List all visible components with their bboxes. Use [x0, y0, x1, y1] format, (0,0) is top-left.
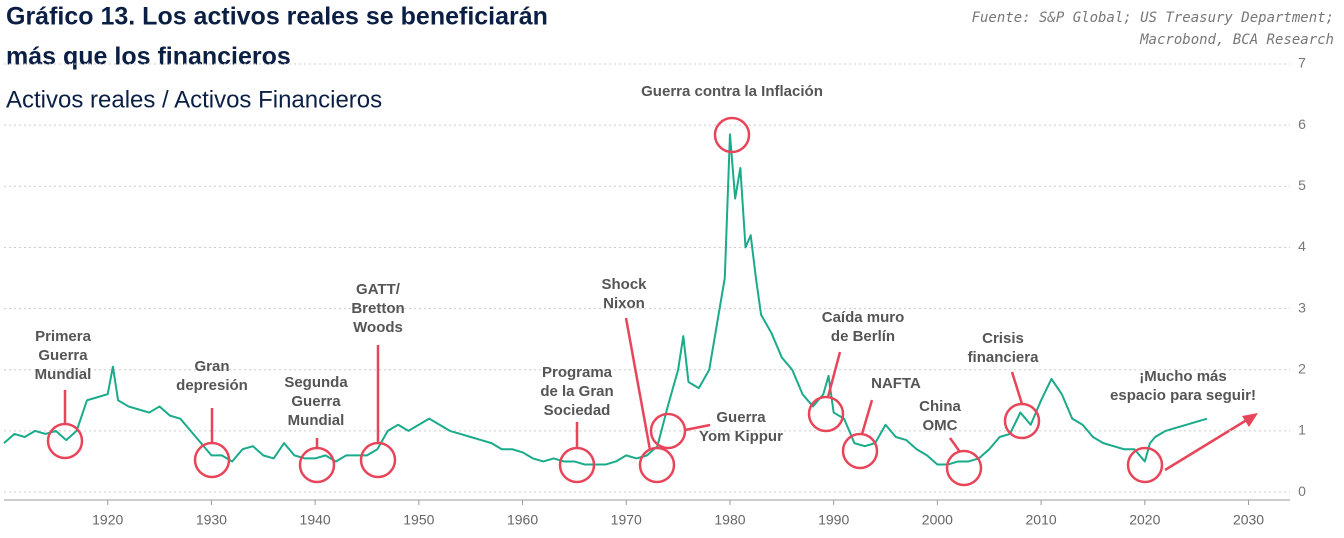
- y-tick-label: 4: [1298, 238, 1306, 254]
- y-tick-label: 2: [1298, 360, 1306, 376]
- x-tick-label: 1940: [300, 512, 331, 528]
- highlight-circle: [558, 446, 596, 484]
- highlight-circle: [807, 395, 845, 433]
- chart-title: Gráfico 13. Los activos reales se benefi…: [6, 3, 548, 31]
- highlight-circle: [1003, 402, 1041, 440]
- annotation: depresión: [176, 377, 248, 394]
- x-tick-label: 2030: [1233, 512, 1264, 528]
- annotation: Guerra: [716, 409, 766, 426]
- x-tick-label: 2000: [922, 512, 953, 528]
- annotation: Crisis: [982, 330, 1024, 347]
- x-tick-label: 1960: [507, 512, 538, 528]
- y-tick-label: 0: [1298, 483, 1306, 499]
- annotation: espacio para seguir!: [1110, 387, 1256, 404]
- highlight-circle: [638, 446, 676, 484]
- x-tick-label: 1930: [196, 512, 227, 528]
- highlight-circle: [1126, 446, 1164, 484]
- x-tick-label: 1970: [611, 512, 642, 528]
- highlight-circle: [841, 432, 879, 470]
- annotation: Guerra: [38, 347, 88, 364]
- leader-line: [1010, 371, 1024, 405]
- annotation: Shock: [601, 276, 647, 293]
- x-tick-label: 1990: [818, 512, 849, 528]
- x-tick-label: 2010: [1026, 512, 1057, 528]
- y-tick-label: 7: [1298, 55, 1306, 71]
- leader-line: [624, 317, 652, 451]
- source: Macrobond, BCA Research: [1139, 32, 1334, 48]
- annotation: OMC: [923, 417, 958, 434]
- annotation: Mundial: [288, 412, 345, 429]
- annotation: Sociedad: [544, 402, 611, 419]
- annotation: Guerra contra la Inflación: [641, 83, 823, 100]
- annotation: financiera: [968, 349, 1040, 366]
- highlight-circle: [193, 441, 231, 479]
- annotation: Mundial: [35, 366, 92, 383]
- y-tick-label: 3: [1298, 299, 1306, 315]
- leader-line: [948, 437, 962, 453]
- annotation: Yom Kippur: [699, 428, 783, 445]
- chart-subtitle: Activos reales / Activos Financieros: [6, 86, 382, 113]
- annotation: Primera: [35, 328, 92, 345]
- source: Fuente: S&P Global; US Treasury Departme…: [972, 10, 1334, 26]
- annotation: NAFTA: [871, 375, 921, 392]
- chart-title: más que los financieros: [6, 43, 291, 71]
- arrow: [1164, 416, 1251, 472]
- leader-line: [860, 399, 874, 435]
- annotation: de la Gran: [540, 383, 613, 400]
- highlight-circle: [298, 446, 336, 484]
- y-tick-label: 5: [1298, 177, 1306, 193]
- x-tick-label: 1920: [92, 512, 123, 528]
- x-tick-label: 1950: [403, 512, 434, 528]
- highlight-circle: [46, 422, 84, 460]
- annotation: Programa: [542, 364, 613, 381]
- leader-line: [684, 423, 711, 432]
- annotation: Guerra: [291, 393, 341, 410]
- y-tick-label: 6: [1298, 116, 1306, 132]
- annotation: de Berlín: [831, 328, 895, 345]
- leader-line: [826, 351, 842, 398]
- annotation: Nixon: [603, 295, 645, 312]
- highlight-circle: [945, 449, 983, 487]
- annotation: Gran: [194, 358, 229, 375]
- data-line: [3, 133, 1208, 466]
- x-tick-label: 1980: [714, 512, 745, 528]
- arrow-head: [1242, 413, 1258, 427]
- annotation: Segunda: [284, 374, 348, 391]
- highlight-circle: [359, 441, 397, 479]
- annotation: GATT/: [356, 281, 401, 298]
- x-tick-label: 2020: [1129, 512, 1160, 528]
- annotation: China: [919, 398, 961, 415]
- annotation: Woods: [353, 319, 403, 336]
- y-tick-label: 1: [1298, 422, 1306, 438]
- highlight-circle: [713, 116, 751, 154]
- highlight-circle: [649, 412, 687, 450]
- annotation: Caída muro: [822, 309, 905, 326]
- annotation: ¡Mucho más: [1139, 368, 1227, 385]
- annotation: Bretton: [351, 300, 404, 317]
